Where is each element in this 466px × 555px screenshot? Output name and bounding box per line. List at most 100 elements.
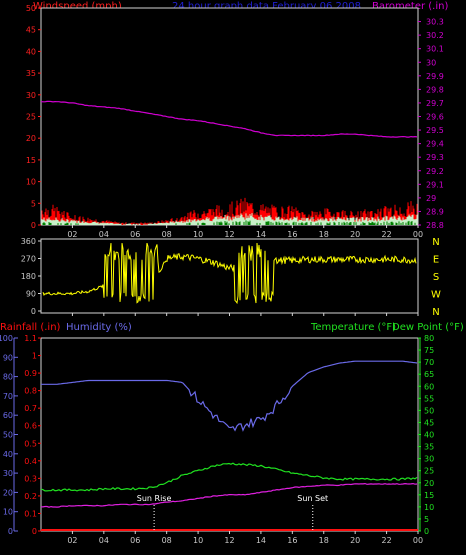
windspeed-tick-label: 10 xyxy=(26,178,36,187)
x-tick-label: 00 xyxy=(413,230,423,239)
x-tick-label: 02 xyxy=(67,230,77,239)
graph-title: 24 hour graph data February 06 2008 xyxy=(172,1,361,12)
wind-direction-panel-frame xyxy=(40,238,419,314)
x-tick-label: 10 xyxy=(193,536,203,545)
windspeed-tick-label: 45 xyxy=(26,26,36,35)
temperature-axis-label: Temperature (°F) xyxy=(310,322,396,333)
windspeed-tick-label: 40 xyxy=(26,47,36,56)
barometer-tick-label: 29.2 xyxy=(426,167,444,176)
barometer-axis-label: Barometer (.in) xyxy=(372,1,448,12)
humidity-tick-label: 30 xyxy=(3,469,13,478)
temperature-tick-label: 80 xyxy=(424,334,434,343)
temperature-tick-label: 45 xyxy=(424,418,434,427)
barometer-tick-label: 29.3 xyxy=(426,153,444,162)
barometer-tick-label: 29.9 xyxy=(426,72,444,81)
x-tick-label: 08 xyxy=(162,230,172,239)
humidity-tick-label: 50 xyxy=(3,431,13,440)
temperature-tick-label: 55 xyxy=(424,394,434,403)
temperature-tick-label: 10 xyxy=(424,503,434,512)
x-tick-label: 06 xyxy=(130,536,140,545)
temperature-tick-label: 20 xyxy=(424,479,434,488)
humidity-tick-label: 90 xyxy=(3,353,13,362)
dewpoint-line xyxy=(40,482,418,508)
humidity-tick-label: 20 xyxy=(3,488,13,497)
rainfall-axis-label: Rainfall (.in) xyxy=(0,322,61,333)
temperature-tick-label: 35 xyxy=(424,443,434,452)
rainfall-tick-label: 0.4 xyxy=(24,457,37,466)
windspeed-tick-label: 5 xyxy=(31,199,36,208)
x-tick-label: 18 xyxy=(319,536,329,545)
barometer-tick-label: 28.9 xyxy=(426,207,444,216)
direction-tick-label: 0 xyxy=(31,307,36,316)
windspeed-tick-label: 15 xyxy=(26,156,36,165)
temperature-tick-label: 5 xyxy=(424,515,429,524)
temperature-tick-label: 50 xyxy=(424,406,434,415)
barometer-tick-label: 30 xyxy=(426,58,436,67)
temperature-tick-label: 30 xyxy=(424,455,434,464)
humidity-tick-label: 10 xyxy=(3,508,13,517)
compass-label: E xyxy=(433,255,439,266)
rainfall-tick-label: 0.9 xyxy=(24,369,37,378)
x-tick-label: 08 xyxy=(162,536,172,545)
humidity-tick-label: 80 xyxy=(3,373,13,382)
x-tick-label: 16 xyxy=(287,230,297,239)
humidity-tick-label: 0 xyxy=(8,527,13,536)
rainfall-tick-label: 0 xyxy=(32,527,37,536)
rainfall-tick-label: 0.6 xyxy=(24,422,37,431)
rainfall-tick-label: 0.8 xyxy=(24,387,37,396)
barometer-tick-label: 29.5 xyxy=(426,126,444,135)
dewpoint-axis-label: Dew Point (°F) xyxy=(392,322,464,333)
barometer-tick-label: 29.1 xyxy=(426,180,444,189)
compass-label: N xyxy=(432,307,439,318)
sun-rise-label: Sun Rise xyxy=(137,494,172,503)
windspeed-tick-label: 25 xyxy=(26,113,36,122)
direction-tick-label: 270 xyxy=(21,255,36,264)
x-tick-label: 04 xyxy=(99,230,109,239)
humidity-tick-label: 40 xyxy=(3,450,13,459)
temperature-humidity-panel-frame xyxy=(40,337,419,532)
rainfall-tick-label: 0.7 xyxy=(24,404,37,413)
temperature-tick-label: 65 xyxy=(424,370,434,379)
rainfall-tick-label: 0.2 xyxy=(24,492,37,501)
direction-tick-label: 360 xyxy=(21,237,36,246)
x-tick-label: 12 xyxy=(224,536,234,545)
x-tick-label: 02 xyxy=(67,536,77,545)
barometer-tick-label: 29.4 xyxy=(426,140,444,149)
x-tick-label: 20 xyxy=(350,536,360,545)
windspeed-tick-label: 35 xyxy=(26,69,36,78)
rainfall-tick-label: 1 xyxy=(32,352,37,361)
x-tick-label: 06 xyxy=(130,230,140,239)
temperature-line xyxy=(40,462,418,492)
x-tick-label: 22 xyxy=(381,230,391,239)
compass-label: S xyxy=(433,272,439,283)
windspeed-tick-label: 50 xyxy=(26,4,36,13)
temperature-tick-label: 70 xyxy=(424,358,434,367)
barometer-tick-label: 29.8 xyxy=(426,85,444,94)
compass-label: N xyxy=(432,237,439,248)
sun-set-label: Sun Set xyxy=(297,494,328,503)
temperature-tick-label: 0 xyxy=(424,527,429,536)
humidity-axis-label: Humidity (%) xyxy=(66,322,132,333)
compass-label: W xyxy=(431,290,441,301)
barometer-tick-label: 30.2 xyxy=(426,31,444,40)
x-tick-label: 22 xyxy=(381,536,391,545)
windspeed-axis-label: Windspeed (mph) xyxy=(33,1,122,12)
x-tick-label: 18 xyxy=(319,230,329,239)
barometer-tick-label: 28.8 xyxy=(426,221,444,230)
rainfall-tick-label: 0.1 xyxy=(24,509,37,518)
x-tick-label: 10 xyxy=(193,230,203,239)
humidity-tick-label: 100 xyxy=(0,334,13,343)
temperature-tick-label: 40 xyxy=(424,431,434,440)
direction-tick-label: 180 xyxy=(21,272,36,281)
x-tick-label: 12 xyxy=(224,230,234,239)
wind-barometer-panel-frame xyxy=(40,7,419,226)
barometer-tick-label: 29 xyxy=(426,194,436,203)
x-tick-label: 04 xyxy=(99,536,109,545)
x-tick-label: 14 xyxy=(256,230,266,239)
humidity-tick-label: 70 xyxy=(3,392,13,401)
barometer-line xyxy=(40,100,418,138)
x-tick-label: 16 xyxy=(287,536,297,545)
rainfall-tick-label: 0.5 xyxy=(24,439,37,448)
